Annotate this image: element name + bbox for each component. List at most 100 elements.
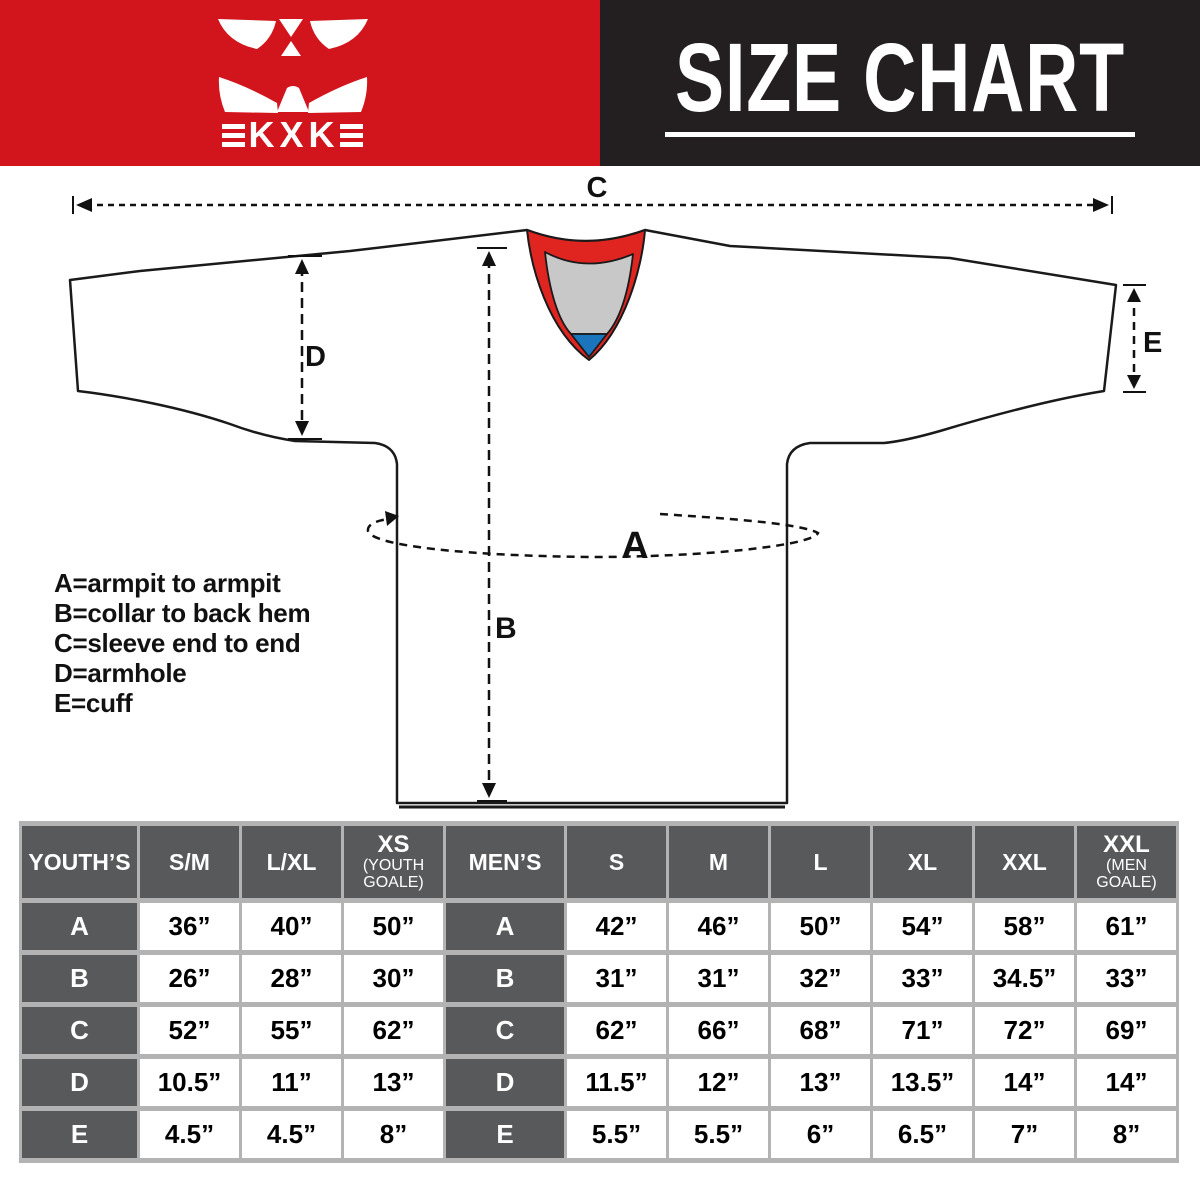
row-label: E xyxy=(22,1111,137,1158)
size-cell: 6.5” xyxy=(873,1111,972,1158)
brand-banner: KXK xyxy=(0,0,600,166)
size-cell: 10.5” xyxy=(140,1059,239,1106)
row-label: E xyxy=(446,1111,564,1158)
dim-label-d: D xyxy=(305,341,326,373)
col-header-youths: YOUTH’S xyxy=(22,826,137,898)
size-cell: 72” xyxy=(975,1007,1074,1054)
title-underline xyxy=(665,132,1135,137)
size-cell: 61” xyxy=(1077,903,1176,950)
col-header-m: M xyxy=(669,826,768,898)
row-label: A xyxy=(446,903,564,950)
size-cell: 62” xyxy=(344,1007,443,1054)
size-cell: 8” xyxy=(344,1111,443,1158)
size-cell: 54” xyxy=(873,903,972,950)
jersey-collar xyxy=(526,229,646,361)
size-cell: 13” xyxy=(344,1059,443,1106)
size-cell: 68” xyxy=(771,1007,870,1054)
row-label: C xyxy=(446,1007,564,1054)
top-banner: KXK SIZE CHART xyxy=(0,0,1200,166)
brand-wordmark: KXK xyxy=(248,114,339,155)
legend-line-a: A=armpit to armpit xyxy=(54,568,281,598)
size-cell: 46” xyxy=(669,903,768,950)
size-cell: 6” xyxy=(771,1111,870,1158)
goalie-note: GOALE) xyxy=(1096,874,1157,891)
size-cell: 4.5” xyxy=(242,1111,341,1158)
size-table: YOUTH’S S/M L/XL XS (YOUTH GOALE) MEN’S … xyxy=(19,821,1179,1163)
dimension-c: C xyxy=(72,172,1113,214)
size-cell: 8” xyxy=(1077,1111,1176,1158)
size-cell: 5.5” xyxy=(567,1111,666,1158)
size-cell: 50” xyxy=(344,903,443,950)
size-cell: 62” xyxy=(567,1007,666,1054)
row-label: B xyxy=(446,955,564,1002)
col-header-mens: MEN’S xyxy=(446,826,564,898)
size-cell: 31” xyxy=(567,955,666,1002)
dim-label-b: B xyxy=(495,612,517,645)
row-label: B xyxy=(22,955,137,1002)
col-header-xl: XL xyxy=(873,826,972,898)
legend-line-c: C=sleeve end to end xyxy=(54,628,301,658)
size-cell: 69” xyxy=(1077,1007,1176,1054)
size-cell: 13” xyxy=(771,1059,870,1106)
col-header-xs-youth-goalie: XS (YOUTH GOALE) xyxy=(344,826,443,898)
size-cell: 42” xyxy=(567,903,666,950)
dimension-b: B xyxy=(477,247,520,802)
size-cell: 14” xyxy=(1077,1059,1176,1106)
size-cell: 36” xyxy=(140,903,239,950)
size-cell: 5.5” xyxy=(669,1111,768,1158)
col-header-xxl-men-goalie: XXL (MEN GOALE) xyxy=(1077,826,1176,898)
size-cell: 58” xyxy=(975,903,1074,950)
size-cell: 55” xyxy=(242,1007,341,1054)
dimension-a-ellipse: A xyxy=(366,511,820,567)
dimension-d: D xyxy=(288,255,326,440)
goalie-size: XS xyxy=(377,831,410,858)
legend-line-d: D=armhole xyxy=(54,658,187,688)
dim-label-a: A xyxy=(621,525,648,567)
legend-line-b: B=collar to back hem xyxy=(54,598,311,628)
col-header-s: S xyxy=(567,826,666,898)
table-header-row: YOUTH’S S/M L/XL XS (YOUTH GOALE) MEN’S … xyxy=(22,826,1176,898)
page-title: SIZE CHART xyxy=(675,23,1125,132)
size-cell: 4.5” xyxy=(140,1111,239,1158)
row-label: A xyxy=(22,903,137,950)
size-cell: 30” xyxy=(344,955,443,1002)
size-cell: 7” xyxy=(975,1111,1074,1158)
size-cell: 33” xyxy=(873,955,972,1002)
row-label: D xyxy=(446,1059,564,1106)
size-cell: 66” xyxy=(669,1007,768,1054)
size-cell: 32” xyxy=(771,955,870,1002)
measurement-legend: A=armpit to armpit B=collar to back hem … xyxy=(54,568,311,718)
size-cell: 11.5” xyxy=(567,1059,666,1106)
col-header-sm: S/M xyxy=(140,826,239,898)
goalie-note: (YOUTH xyxy=(362,857,425,874)
col-header-lxl: L/XL xyxy=(242,826,341,898)
goalie-note: GOALE) xyxy=(363,874,424,891)
table-row-d: D 10.5” 11” 13” D 11.5” 12” 13” 13.5” 14… xyxy=(22,1059,1176,1106)
size-cell: 71” xyxy=(873,1007,972,1054)
size-cell: 40” xyxy=(242,903,341,950)
table-row-b: B 26” 28” 30” B 31” 31” 32” 33” 34.5” 33… xyxy=(22,955,1176,1002)
kxk-logo-icon: KXK xyxy=(218,19,368,155)
table-row-c: C 52” 55” 62” C 62” 66” 68” 71” 72” 69” xyxy=(22,1007,1176,1054)
size-cell: 14” xyxy=(975,1059,1074,1106)
dim-label-c: C xyxy=(587,172,608,204)
size-cell: 31” xyxy=(669,955,768,1002)
collar-inner-gray xyxy=(544,251,634,335)
goalie-size: XXL xyxy=(1103,831,1150,858)
size-cell: 11” xyxy=(242,1059,341,1106)
jersey-measurement-diagram: C D B E xyxy=(68,172,1162,809)
size-cell: 26” xyxy=(140,955,239,1002)
goalie-note: (MEN xyxy=(1106,857,1147,874)
row-label: C xyxy=(22,1007,137,1054)
size-cell: 33” xyxy=(1077,955,1176,1002)
collar-blue-insert xyxy=(570,333,608,358)
size-cell: 12” xyxy=(669,1059,768,1106)
row-label: D xyxy=(22,1059,137,1106)
legend-line-e: E=cuff xyxy=(54,688,133,718)
size-cell: 52” xyxy=(140,1007,239,1054)
col-header-l: L xyxy=(771,826,870,898)
size-cell: 34.5” xyxy=(975,955,1074,1002)
size-cell: 50” xyxy=(771,903,870,950)
size-cell: 13.5” xyxy=(873,1059,972,1106)
